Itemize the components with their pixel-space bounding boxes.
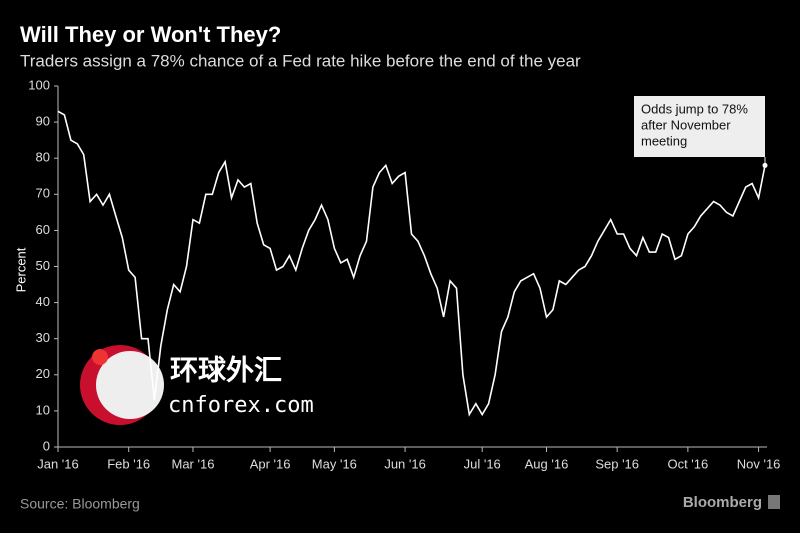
y-tick-label: 80 (36, 150, 50, 165)
x-tick-label: Jun '16 (384, 456, 426, 471)
source: Source: Bloomberg (20, 496, 140, 512)
brand: Bloomberg (683, 494, 762, 511)
x-tick-label: Jan '16 (37, 456, 79, 471)
y-tick-label: 40 (36, 294, 50, 309)
annotation-text: after November (641, 117, 731, 132)
x-tick-label: Aug '16 (525, 456, 569, 471)
x-tick-label: Apr '16 (250, 456, 291, 471)
x-tick-label: Mar '16 (171, 456, 214, 471)
x-tick-label: Jul '16 (464, 456, 501, 471)
y-tick-label: 10 (36, 402, 50, 417)
brand-icon (768, 495, 780, 509)
end-point (762, 162, 768, 168)
watermark-text: 环球外汇 (170, 354, 282, 385)
y-tick-label: 70 (36, 186, 50, 201)
y-tick-label: 0 (43, 438, 50, 453)
watermark-url: cnforex.com (168, 393, 314, 418)
x-tick-label: Oct '16 (667, 456, 708, 471)
annotation-box (634, 96, 765, 157)
annotation-text: Odds jump to 78% (641, 101, 748, 116)
y-tick-label: 30 (36, 330, 50, 345)
x-tick-label: Nov '16 (737, 456, 781, 471)
annotation-text: meeting (641, 133, 687, 148)
y-tick-label: 20 (36, 366, 50, 381)
x-tick-label: Sep '16 (595, 456, 639, 471)
x-tick-label: Feb '16 (107, 456, 150, 471)
y-tick-label: 60 (36, 222, 50, 237)
y-tick-label: 100 (28, 77, 50, 92)
x-tick-label: May '16 (312, 456, 357, 471)
y-tick-label: 50 (36, 258, 50, 273)
y-axis-label: Percent (13, 247, 28, 292)
watermark-logo (80, 345, 164, 425)
line (57, 110, 766, 417)
chart-subtitle: Traders assign a 78% chance of a Fed rat… (20, 51, 581, 70)
chart-title: Will They or Won't They? (20, 22, 281, 47)
y-tick-label: 90 (36, 114, 50, 129)
